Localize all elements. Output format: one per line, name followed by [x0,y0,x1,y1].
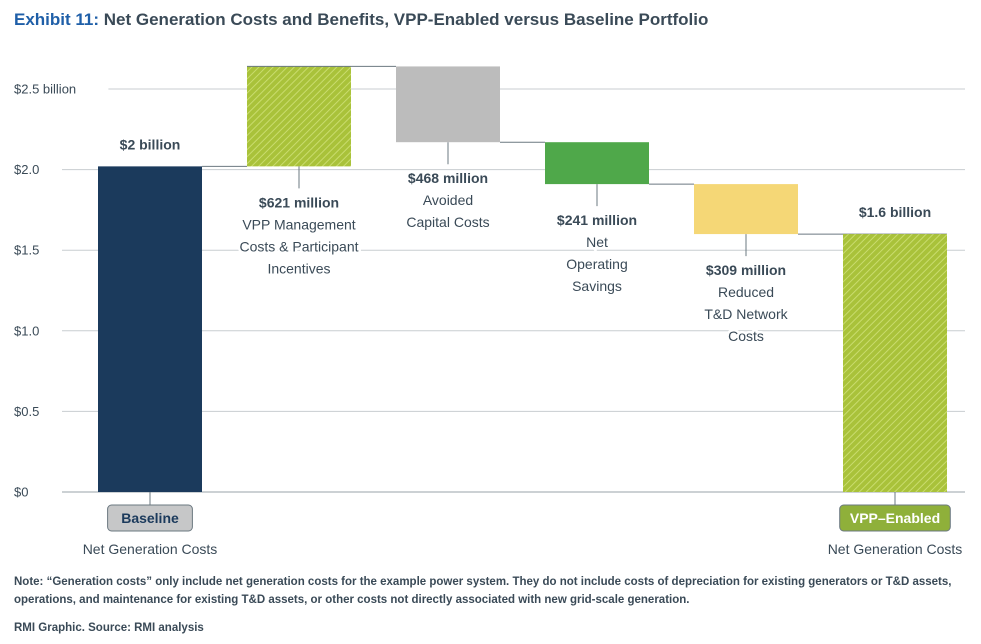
total-sublabel: Net Generation Costs [828,541,963,557]
badge: VPP–Enabled [839,504,951,532]
category-label: Reduced [718,284,774,300]
category-label: Net [586,234,608,250]
y-tick-label: $1.0 [14,323,39,338]
bars [98,65,947,492]
bar [98,166,202,492]
y-tick-label: $2.5 billion [14,82,76,97]
category-label: Avoided [423,192,473,208]
badge-box [107,504,193,532]
source-credit: RMI Graphic. Source: RMI analysis [14,622,204,634]
value-label: $309 million [706,262,786,278]
chart-title: Exhibit 11: Net Generation Costs and Ben… [14,10,708,30]
category-label: VPP Management [242,216,355,232]
y-tick-label: $0.5 [14,404,39,419]
bar-labels: $2 billion Baseline Net Generation Costs $6… [83,136,963,557]
bar [545,142,649,185]
footnote: Note: “Generation costs” only include ne… [14,576,952,606]
value-label: $2 billion [120,136,181,152]
total-sublabel: Net Generation Costs [83,541,218,557]
value-label: $468 million [408,170,488,186]
value-label: $241 million [557,212,637,228]
category-label: Savings [572,278,622,294]
value-label: $621 million [259,194,339,210]
badge: Baseline [107,504,193,532]
bar [843,234,947,492]
waterfall-chart: $0 $0.5 $1.0 $1.5 $2.0 $2.5 billion $2 billio… [14,65,965,557]
y-tick-label: $0 [14,485,28,500]
badge-label: Baseline [121,510,179,526]
badge-box [839,504,951,532]
badge-label: VPP–Enabled [850,510,940,526]
y-axis: $0 $0.5 $1.0 $1.5 $2.0 $2.5 billion [14,82,76,500]
exhibit-number: Exhibit 11: [14,10,100,29]
category-label: Costs [728,328,764,344]
category-label: Capital Costs [406,214,489,230]
category-label: T&D Network [704,306,788,322]
value-label: $1.6 billion [859,204,931,220]
y-tick-label: $1.5 [14,243,39,258]
title-text: Net Generation Costs and Benefits, VPP-E… [103,10,709,29]
bar [247,66,351,167]
bar [396,66,500,143]
y-tick-label: $2.0 [14,162,39,177]
category-label: Costs & Participant [239,238,358,254]
category-label: Operating [566,256,627,272]
bar [694,184,798,235]
category-label: Incentives [267,260,330,276]
